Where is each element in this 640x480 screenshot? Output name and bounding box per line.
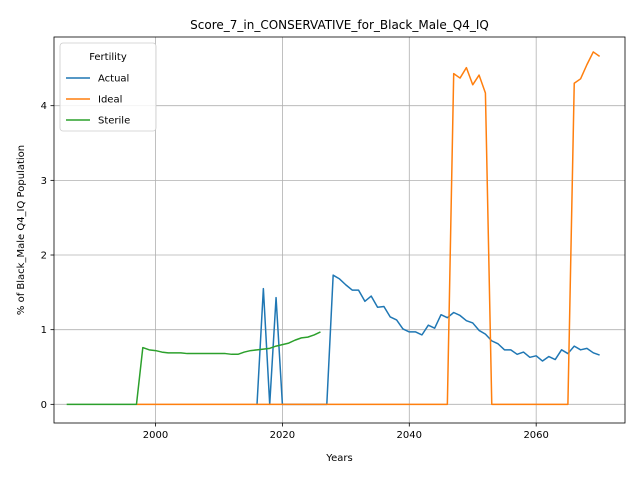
y-axis-label: % of Black_Male Q4_IQ Population [16, 145, 27, 315]
y-tick-label: 1 [41, 325, 47, 336]
x-tick-label: 2020 [270, 430, 295, 441]
series-lines [66, 51, 601, 406]
legend-label-sterile: Sterile [98, 116, 130, 127]
x-tick-label: 2000 [143, 430, 168, 441]
y-tick-label: 2 [41, 251, 47, 262]
y-tick-label: 0 [41, 400, 47, 411]
chart-title: Score_7_in_CONSERVATIVE_for_Black_Male_Q… [190, 18, 489, 32]
x-axis-ticks: 2000 2020 2040 2060 [143, 423, 549, 441]
legend-label-ideal: Ideal [98, 95, 122, 106]
legend-label-actual: Actual [98, 74, 129, 85]
series-line-actual [256, 274, 600, 406]
legend-title: Fertility [89, 52, 127, 63]
series-line-ideal [136, 51, 601, 406]
x-axis-label: Years [325, 453, 352, 464]
y-tick-label: 4 [41, 101, 47, 112]
legend-items: Actual Ideal Sterile [66, 74, 130, 127]
plot-frame [53, 36, 626, 424]
y-axis-ticks: 0 1 2 3 4 [41, 101, 54, 411]
series-line-sterile [66, 331, 321, 406]
y-tick-label: 3 [41, 176, 47, 187]
x-tick-label: 2060 [523, 430, 548, 441]
legend-box [59, 42, 157, 132]
x-tick-label: 2040 [397, 430, 422, 441]
legend: Fertility Actual Ideal Sterile [59, 42, 157, 132]
